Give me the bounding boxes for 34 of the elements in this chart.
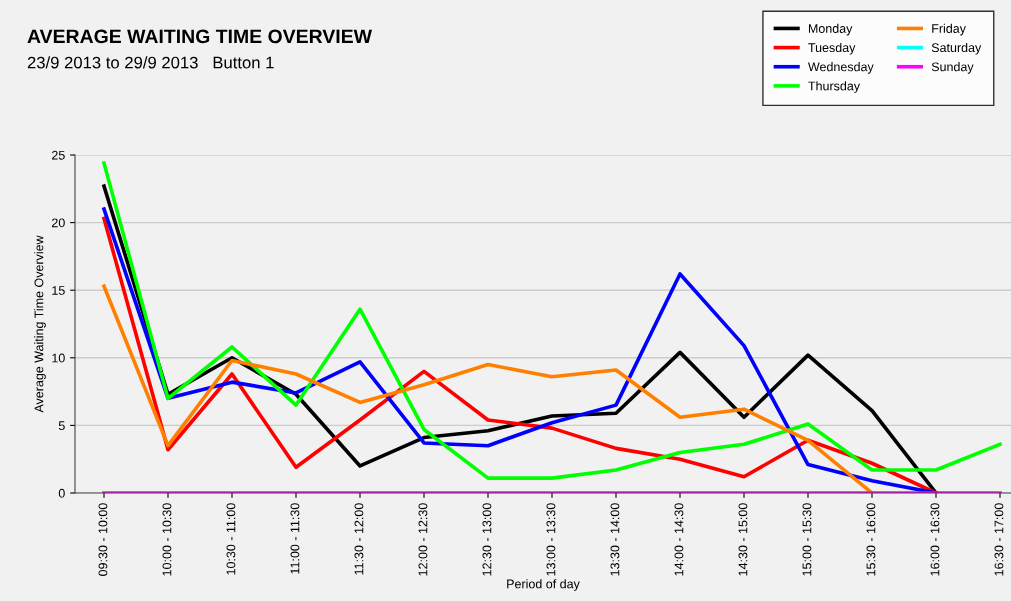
y-tick-label: 5 <box>58 421 65 431</box>
legend-label: Tuesday <box>808 42 856 55</box>
x-tick-label: 11:00 - 11:30 <box>290 503 300 574</box>
x-tick-label: 10:00 - 10:30 <box>162 503 172 576</box>
chart-subtitle: 23/9 2013 to 29/9 2013 Button 1 <box>27 56 274 69</box>
x-tick-label: 11:30 - 12:00 <box>354 503 364 575</box>
x-tick-label: 16:30 - 17:00 <box>994 503 1004 576</box>
x-tick-label: 13:30 - 14:00 <box>610 503 620 576</box>
y-tick-label: 0 <box>58 488 65 498</box>
legend-label: Friday <box>932 23 966 36</box>
x-tick-label: 14:00 - 14:30 <box>674 503 684 576</box>
legend-label: Sunday <box>931 62 974 74</box>
y-axis-title: Average Waiting Time Overview <box>34 235 46 413</box>
x-tick-label: 14:30 - 15:00 <box>738 503 748 576</box>
legend-label: Wednesday <box>807 62 874 74</box>
legend-label: Saturday <box>931 42 982 55</box>
y-tick-label: 20 <box>52 218 65 228</box>
x-tick-label: 13:00 - 13:30 <box>546 503 556 576</box>
x-tick-label: 12:30 - 13:00 <box>482 503 492 576</box>
y-tick-label: 10 <box>52 353 65 363</box>
legend-label: Thursday <box>808 81 861 93</box>
y-tick-label: 25 <box>52 150 65 160</box>
chart-title: AVERAGE WAITING TIME OVERVIEW <box>27 29 372 44</box>
x-tick-label: 16:00 - 16:30 <box>930 503 940 576</box>
x-axis-title: Period of day <box>507 579 580 591</box>
line-series <box>102 284 874 493</box>
x-tick-label: 15:30 - 16:00 <box>866 503 876 576</box>
line-series <box>102 161 1002 480</box>
x-tick-label: 09:30 - 10:00 <box>98 503 108 576</box>
y-tick-label: 15 <box>52 286 65 295</box>
x-tick-label: 10:30 - 11:00 <box>226 503 236 575</box>
legend-label: Monday <box>808 23 853 36</box>
x-tick-label: 12:00 - 12:30 <box>418 503 428 576</box>
x-tick-label: 15:00 - 15:30 <box>802 503 812 576</box>
